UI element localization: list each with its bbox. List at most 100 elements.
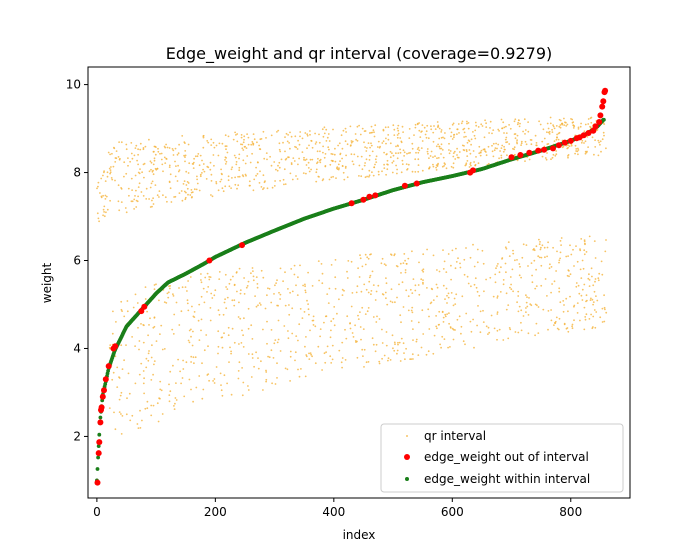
qr-interval-point xyxy=(399,314,402,317)
qr-interval-point xyxy=(369,274,372,277)
qr-interval-point xyxy=(470,330,473,333)
qr-interval-point xyxy=(361,306,364,309)
qr-interval-point xyxy=(346,270,348,273)
qr-interval-point xyxy=(604,250,607,253)
qr-interval-point xyxy=(518,119,520,122)
qr-interval-point xyxy=(227,334,230,337)
qr-interval-point xyxy=(350,260,353,263)
qr-interval-point xyxy=(470,285,472,288)
qr-interval-point xyxy=(299,135,301,138)
qr-interval-point xyxy=(209,307,212,309)
qr-interval-point xyxy=(498,157,500,160)
qr-interval-point xyxy=(455,293,458,296)
qr-interval-point xyxy=(222,313,225,316)
qr-interval-point xyxy=(117,156,120,158)
qr-interval-point xyxy=(295,335,298,337)
qr-interval-point xyxy=(222,190,225,193)
qr-interval-point xyxy=(145,366,148,369)
qr-interval-point xyxy=(206,272,209,275)
qr-interval-point xyxy=(131,336,134,338)
qr-interval-point xyxy=(372,284,375,286)
qr-interval-point xyxy=(394,343,396,346)
qr-interval-point xyxy=(476,290,479,293)
qr-interval-point xyxy=(480,149,483,152)
x-tick-label: 800 xyxy=(559,505,582,519)
qr-interval-point xyxy=(242,175,245,178)
qr-interval-point xyxy=(502,150,505,153)
qr-interval-point xyxy=(496,295,499,298)
qr-interval-point xyxy=(381,328,383,331)
qr-interval-point xyxy=(500,154,503,157)
qr-interval-point xyxy=(136,200,139,203)
qr-interval-point xyxy=(252,275,255,278)
qr-interval-point xyxy=(242,149,245,151)
qr-interval-point xyxy=(266,187,269,190)
qr-interval-point xyxy=(590,313,592,316)
qr-interval-point xyxy=(239,317,242,320)
qr-interval-point xyxy=(371,131,374,134)
qr-interval-point xyxy=(268,287,271,290)
qr-interval-point xyxy=(198,303,201,306)
qr-interval-point xyxy=(593,240,596,243)
qr-interval-point xyxy=(153,360,156,362)
qr-interval-point xyxy=(300,368,302,370)
qr-interval-point xyxy=(571,323,574,326)
qr-interval-point xyxy=(427,350,430,353)
qr-interval-point xyxy=(366,175,368,178)
qr-interval-point xyxy=(524,140,527,143)
qr-interval-point xyxy=(134,293,137,296)
qr-interval-point xyxy=(553,127,556,130)
qr-interval-point xyxy=(169,187,172,190)
qr-interval-point xyxy=(445,167,448,170)
qr-interval-point xyxy=(535,322,538,325)
qr-interval-point xyxy=(422,333,425,335)
qr-interval-point xyxy=(257,161,259,164)
qr-interval-point xyxy=(519,265,521,268)
qr-interval-point xyxy=(505,292,508,295)
qr-interval-point xyxy=(502,339,505,341)
qr-interval-point xyxy=(255,174,257,177)
qr-interval-point xyxy=(164,162,167,165)
qr-interval-point xyxy=(227,179,230,182)
qr-interval-point xyxy=(357,318,360,320)
qr-interval-point xyxy=(417,354,420,356)
qr-interval-point xyxy=(184,156,186,159)
qr-interval-point xyxy=(266,294,268,297)
qr-interval-point xyxy=(215,182,218,185)
qr-interval-point xyxy=(453,134,455,136)
qr-interval-point xyxy=(370,290,373,292)
qr-interval-point xyxy=(156,402,159,405)
qr-interval-point xyxy=(433,334,436,337)
qr-interval-point xyxy=(428,167,431,170)
qr-interval-point xyxy=(477,126,480,128)
qr-interval-point xyxy=(218,313,221,316)
qr-interval-point xyxy=(374,124,377,127)
qr-interval-point xyxy=(189,194,192,196)
qr-interval-point xyxy=(326,293,329,295)
qr-interval-point xyxy=(274,180,276,182)
qr-interval-point xyxy=(129,419,132,422)
x-tick-label: 200 xyxy=(204,505,227,519)
qr-interval-point xyxy=(256,141,258,144)
qr-interval-point xyxy=(365,288,368,291)
qr-interval-point xyxy=(520,329,523,332)
qr-interval-point xyxy=(354,324,356,327)
qr-interval-point xyxy=(602,131,605,134)
qr-interval-point xyxy=(186,187,189,190)
qr-interval-point xyxy=(276,169,279,172)
qr-interval-point xyxy=(314,143,317,145)
qr-interval-point xyxy=(159,333,161,335)
qr-interval-point xyxy=(559,257,561,260)
qr-interval-point xyxy=(304,283,306,286)
qr-interval-point xyxy=(203,301,206,304)
qr-interval-point xyxy=(168,180,171,183)
qr-interval-point xyxy=(181,199,184,202)
qr-interval-point xyxy=(351,332,354,334)
qr-interval-point xyxy=(197,153,200,155)
qr-interval-point xyxy=(547,241,549,244)
qr-interval-point xyxy=(505,125,507,128)
qr-interval-point xyxy=(130,200,133,203)
qr-interval-point xyxy=(220,384,222,386)
qr-interval-point xyxy=(214,289,217,292)
qr-interval-point xyxy=(553,140,556,143)
